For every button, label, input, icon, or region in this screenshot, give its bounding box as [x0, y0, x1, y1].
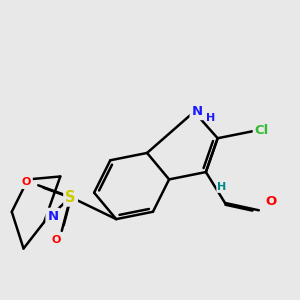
Text: S: S	[65, 190, 76, 205]
Text: O: O	[265, 195, 276, 208]
Text: H: H	[206, 113, 215, 123]
Text: H: H	[218, 182, 227, 192]
Text: O: O	[22, 177, 31, 188]
Text: N: N	[191, 105, 203, 118]
Text: N: N	[47, 210, 58, 223]
Text: Cl: Cl	[255, 124, 269, 137]
Text: O: O	[51, 235, 61, 245]
